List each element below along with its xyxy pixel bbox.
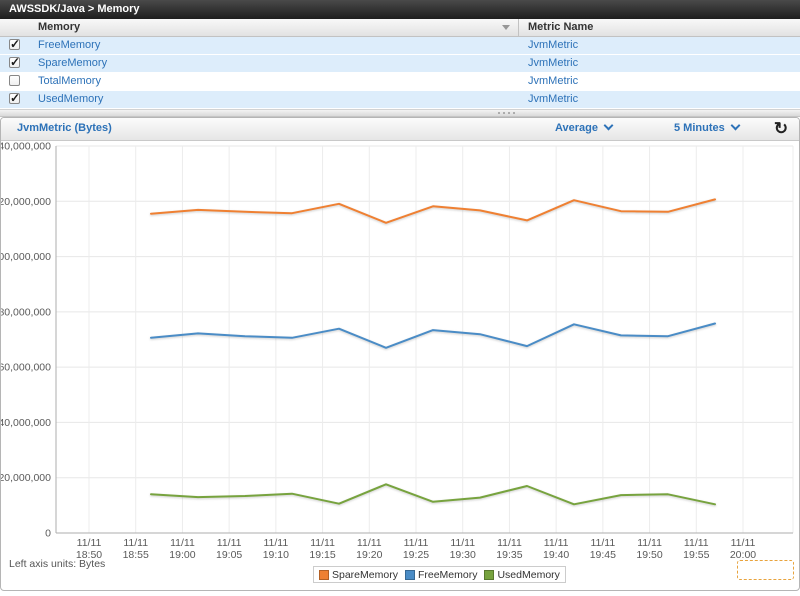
x-axis-date-label: 11/11 (404, 537, 429, 549)
table-row-freememory[interactable]: ✓ FreeMemory JvmMetric (0, 37, 800, 55)
metric-table: AWSSDK/Java > Memory Memory Metric Name … (0, 0, 800, 117)
axis-units-label: Left axis units: Bytes (9, 558, 106, 570)
series-line-freememory (150, 322, 716, 349)
line-chart: 0 20,000,000 40,000,000 60,000,000 80,000,00… (1, 141, 794, 561)
x-axis-time-label: 19:25 (403, 549, 429, 561)
x-axis-date-label: 11/11 (77, 537, 102, 549)
chart-legend: SpareMemory FreeMemory UsedMemory (313, 566, 566, 583)
y-axis-tick-label: 20,000,000 (1, 472, 51, 484)
dashed-selection-box (737, 560, 794, 580)
y-axis-tick-label: 40,000,000 (1, 417, 51, 429)
metric-rows: ✓ FreeMemory JvmMetric ✓ SpareMemory JvmMetri… (0, 37, 800, 109)
metric-link[interactable]: SpareMemory (38, 57, 108, 69)
legend-label: UsedMemory (497, 568, 560, 581)
legend-item-freememory: FreeMemory (404, 568, 478, 581)
x-axis-time-label: 19:40 (543, 549, 569, 561)
x-axis-time-label: 18:50 (76, 549, 102, 561)
chevron-down-icon (730, 120, 741, 131)
x-axis-time-label: 19:45 (590, 549, 616, 561)
x-axis-time-label: 19:05 (216, 549, 242, 561)
x-axis-time-label: 19:10 (263, 549, 289, 561)
table-row-usedmemory[interactable]: ✓ UsedMemory JvmMetric (0, 91, 800, 109)
x-axis-date-label: 11/11 (170, 537, 195, 549)
x-axis-time-label: 20:00 (730, 549, 756, 561)
y-axis-tick-label: 60,000,000 (1, 362, 51, 374)
y-axis-tick-label: 100,000,000 (1, 251, 51, 263)
statistic-dropdown-label: Average (555, 122, 599, 134)
x-axis-date-label: 11/11 (637, 537, 662, 549)
metric-link[interactable]: TotalMemory (38, 75, 101, 87)
x-axis-time-label: 19:55 (683, 549, 709, 561)
metric-name-link[interactable]: JvmMetric (528, 39, 579, 51)
column-header-memory[interactable]: Memory (38, 21, 81, 33)
legend-swatch (319, 569, 329, 580)
y-axis-tick-label: 0 (45, 528, 51, 540)
metric-link[interactable]: UsedMemory (38, 93, 104, 105)
metric-link[interactable]: FreeMemory (38, 39, 101, 51)
series-group (150, 198, 716, 506)
x-axis-date-label: 11/11 (684, 537, 709, 549)
checkbox-checked[interactable]: ✓ (9, 55, 21, 69)
series-line-usedmemory (150, 483, 716, 506)
chart-title: JvmMetric (Bytes) (17, 122, 112, 134)
drag-handle-dots (498, 112, 515, 114)
x-axis-date-label: 11/11 (310, 537, 335, 549)
x-axis-date-label: 11/11 (590, 537, 615, 549)
x-axis-time-label: 19:35 (496, 549, 522, 561)
chevron-down-icon (603, 120, 614, 131)
x-axis-date-label: 11/11 (357, 537, 382, 549)
series-line-sparememory (150, 198, 716, 224)
checkbox-checked[interactable]: ✓ (9, 91, 21, 105)
refresh-icon[interactable]: ↻ (773, 119, 789, 138)
checkbox-checked[interactable]: ✓ (9, 37, 21, 51)
x-axis-time-label: 19:50 (636, 549, 662, 561)
legend-swatch (404, 569, 415, 580)
y-axis-tick-label: 80,000,000 (1, 306, 51, 318)
table-row-sparememory[interactable]: ✓ SpareMemory JvmMetric (0, 55, 800, 73)
x-axis-time-label: 19:30 (450, 549, 476, 561)
x-axis-time-label: 19:15 (309, 549, 335, 561)
x-axis-date-label: 11/11 (217, 537, 242, 549)
y-axis-tick-label: 140,000,000 (1, 141, 51, 153)
period-dropdown-label: 5 Minutes (674, 122, 725, 134)
checkbox-unchecked[interactable] (9, 75, 20, 86)
metric-name-link[interactable]: JvmMetric (528, 75, 579, 87)
x-axis-time-label: 18:55 (123, 549, 149, 561)
legend-item-sparememory: SpareMemory (319, 569, 398, 581)
sort-descending-icon[interactable] (502, 25, 510, 30)
column-header-metric-name[interactable]: Metric Name (528, 21, 594, 33)
legend-label: FreeMemory (417, 568, 478, 581)
metric-name-link[interactable]: JvmMetric (528, 93, 579, 105)
metric-name-link[interactable]: JvmMetric (528, 57, 579, 69)
x-axis-date-label: 11/11 (450, 537, 475, 549)
table-chart-splitter[interactable] (0, 109, 800, 117)
chart-header: JvmMetric (Bytes) Average 5 Minutes ↻ (1, 118, 799, 141)
breadcrumb[interactable]: AWSSDK/Java > Memory (0, 0, 800, 19)
column-divider (518, 19, 519, 36)
period-dropdown[interactable]: 5 Minutes (674, 120, 741, 134)
x-axis-time-label: 19:20 (356, 549, 382, 561)
legend-swatch (484, 569, 495, 580)
legend-item-usedmemory: UsedMemory (484, 568, 560, 581)
x-axis-date-label: 11/11 (263, 537, 288, 549)
statistic-dropdown[interactable]: Average (555, 120, 614, 134)
y-axis-tick-label: 120,000,000 (1, 196, 51, 208)
table-header-row: Memory Metric Name (0, 19, 800, 37)
x-axis-time-label: 19:00 (169, 549, 195, 561)
x-axis-date-label: 11/11 (544, 537, 569, 549)
x-axis-date-label: 11/11 (123, 537, 148, 549)
table-row-totalmemory[interactable]: TotalMemory JvmMetric (0, 73, 800, 91)
x-axis-date-label: 11/11 (497, 537, 522, 549)
x-axis-date-label: 11/11 (731, 537, 756, 549)
chart-panel: JvmMetric (Bytes) Average 5 Minutes ↻ 0 2… (0, 117, 800, 591)
legend-label: SpareMemory (332, 568, 398, 581)
